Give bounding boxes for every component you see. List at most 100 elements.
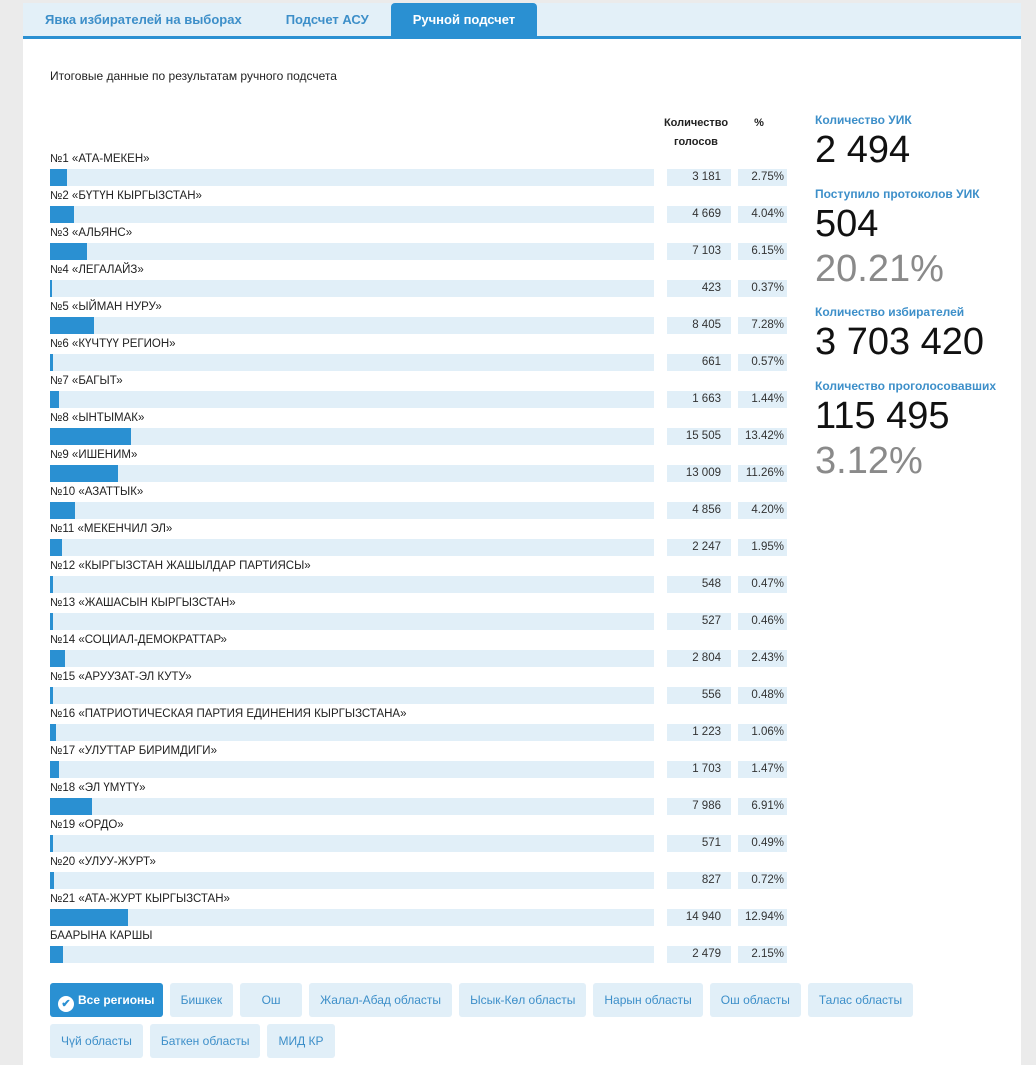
vote-pct: 0.57% [738,354,787,371]
vote-pct: 12.94% [738,909,787,926]
vote-pct: 0.47% [738,576,787,593]
uik-label: Количество УИК [815,113,912,127]
party-name: №12 «КЫРГЫЗСТАН ЖАШЫЛДАР ПАРТИЯСЫ» [50,560,311,572]
vote-pct: 2.43% [738,650,787,667]
vote-count: 661 [667,354,731,371]
region-filter: ✔ Все регионы Бишкек Ош Жалал-Абад областы Ыс… [50,983,950,1058]
tab-bar: Явка избирателей на выборах Подсчет АСУ … [23,3,1021,39]
region-label: Талас областы [818,993,903,1007]
region-button[interactable]: Жалал-Абад областы [309,983,453,1017]
vote-count: 1 223 [667,724,731,741]
vote-bar [50,169,654,186]
votes-header: Количество голосов [655,114,737,152]
uik-value: 2 494 [815,129,911,171]
party-name: №10 «АЗАТТЫК» [50,486,144,498]
vote-bar-fill [50,169,67,186]
party-name: №9 «ИШЕНИМ» [50,449,138,461]
region-button[interactable]: Ош областы [709,983,801,1017]
vote-bar [50,650,654,667]
vote-pct: 13.42% [738,428,787,445]
region-button[interactable]: Талас областы [807,983,914,1017]
vote-count: 14 940 [667,909,731,926]
region-button[interactable]: МИД КР [267,1024,335,1058]
vote-bar [50,576,654,593]
vote-bar-fill [50,946,63,963]
vote-pct: 0.46% [738,613,787,630]
vote-pct: 1.06% [738,724,787,741]
vote-count: 556 [667,687,731,704]
vote-pct: 2.15% [738,946,787,963]
vote-bar-fill [50,687,53,704]
region-label: Жалал-Абад областы [320,993,442,1007]
region-button[interactable]: Ысык-Көл областы [459,983,587,1017]
vote-bar-fill [50,317,94,334]
vote-bar-fill [50,872,55,889]
voters-label: Количество избирателей [815,305,965,319]
votes-header-line1: Количество [663,117,729,129]
region-label: Ысык-Көл областы [470,993,576,1007]
party-name: №13 «ЖАШАСЫН КЫРГЫЗСТАН» [50,597,236,609]
region-button[interactable]: Чүй областы [50,1024,143,1058]
region-button[interactable]: Бишкек [169,983,234,1017]
vote-count: 8 405 [667,317,731,334]
vote-bar [50,761,654,778]
vote-count: 1 663 [667,391,731,408]
section-title: Итоговые данные по результатам ручного п… [50,69,337,83]
voted-label: Количество проголосовавших [815,379,997,393]
vote-pct: 4.20% [738,502,787,519]
vote-count: 7 103 [667,243,731,260]
region-label: Все регионы [78,993,155,1007]
party-name: №11 «МЕКЕНЧИЛ ЭЛ» [50,523,173,535]
party-name: №20 «УЛУУ-ЖУРТ» [50,856,156,868]
party-name: №19 «ОРДО» [50,819,124,831]
vote-bar [50,872,654,889]
region-label: Ош областы [720,993,790,1007]
tab-turnout[interactable]: Явка избирателей на выборах [45,12,242,27]
region-label: Ош [261,993,281,1007]
vote-bar [50,687,654,704]
vote-bar [50,280,654,297]
party-name: БААРЫНА КАРШЫ [50,930,153,942]
party-name: №18 «ЭЛ ҮМҮТҮ» [50,782,146,794]
vote-count: 527 [667,613,731,630]
party-name: №16 «ПАТРИОТИЧЕСКАЯ ПАРТИЯ ЕДИНЕНИЯ КЫРГ… [50,708,407,720]
region-button[interactable]: ✔ Все регионы [50,983,163,1017]
vote-count: 2 804 [667,650,731,667]
pct-header: % [754,117,764,129]
party-name: №15 «АРУУЗАТ-ЭЛ КУТУ» [50,671,192,683]
voters-value: 3 703 420 [815,321,985,363]
vote-count: 3 181 [667,169,731,186]
party-name: №14 «СОЦИАЛ-ДЕМОКРАТТАР» [50,634,227,646]
vote-pct: 0.72% [738,872,787,889]
party-name: №2 «БҮТҮН КЫРГЫЗСТАН» [50,190,202,202]
vote-bar-fill [50,206,75,223]
voted-pct: 3.12% [815,440,923,482]
vote-bar-fill [50,761,59,778]
region-button[interactable]: Нарын областы [593,983,703,1017]
vote-bar [50,206,654,223]
region-button[interactable]: Ош [240,983,303,1017]
vote-bar-fill [50,835,53,852]
party-name: №8 «ЫНТЫМАК» [50,412,145,424]
vote-bar [50,428,654,445]
vote-count: 4 669 [667,206,731,223]
region-label: Нарын областы [604,993,692,1007]
voted-value: 115 495 [815,395,950,437]
party-name: №6 «КҮЧТҮҮ РЕГИОН» [50,338,176,350]
tab-asu-count[interactable]: Подсчет АСУ [285,12,369,27]
vote-pct: 1.44% [738,391,787,408]
party-name: №21 «АТА-ЖУРТ КЫРГЫЗСТАН» [50,893,230,905]
vote-count: 571 [667,835,731,852]
party-name: №7 «БАГЫТ» [50,375,123,387]
vote-pct: 1.47% [738,761,787,778]
vote-bar [50,946,654,963]
vote-pct: 4.04% [738,206,787,223]
tab-manual-count[interactable]: Ручной подсчет [390,3,538,36]
vote-bar [50,909,654,926]
vote-count: 13 009 [667,465,731,482]
vote-count: 827 [667,872,731,889]
region-button[interactable]: Баткен областы [149,1024,261,1058]
vote-count: 4 856 [667,502,731,519]
vote-bar-fill [50,465,118,482]
region-label: Чүй областы [61,1034,132,1048]
